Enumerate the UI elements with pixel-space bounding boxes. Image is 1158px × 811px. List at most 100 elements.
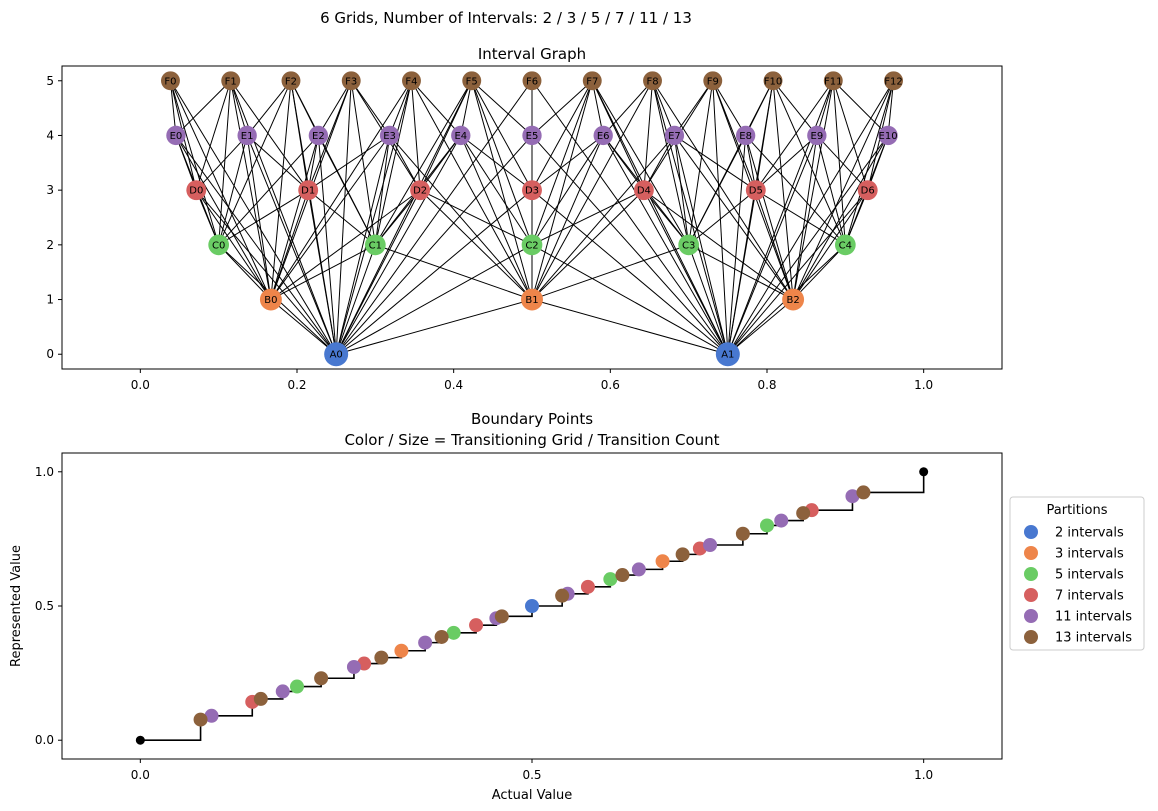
graph-node-marker xyxy=(782,288,805,311)
graph-node-marker xyxy=(410,180,431,201)
graph-edge-B0-E2 xyxy=(270,135,319,300)
graph-edge-B2-E9 xyxy=(792,135,818,300)
graph-edge-B0-E0 xyxy=(175,135,272,300)
x-tick-0.0: 0.0 xyxy=(131,759,150,782)
boundary-point xyxy=(856,485,871,500)
graph-node-E3: E3 xyxy=(379,125,400,146)
x-tick-1.0: 1.0 xyxy=(914,369,933,392)
graph-edge-D4-E7 xyxy=(643,135,675,191)
graph-node-marker xyxy=(735,125,756,146)
graph-edge-A1-E5 xyxy=(531,135,729,355)
graph-edge-C0-F1 xyxy=(218,80,232,245)
graph-edge-B1-F5 xyxy=(471,80,533,300)
graph-edge-B1-D2 xyxy=(419,189,533,300)
graph-edge-B0-C1 xyxy=(270,244,376,300)
graph-edge-D1-E1 xyxy=(246,135,309,191)
graph-edge-B1-C1 xyxy=(375,244,533,301)
graph-edge-E7-F8 xyxy=(652,80,675,136)
legend-label: 5 intervals xyxy=(1055,568,1124,583)
graph-node-F5: F5 xyxy=(462,71,482,91)
legend: Partitions 2 intervals 3 intervals 5 inter… xyxy=(1009,496,1145,651)
y-tick-0: 0 xyxy=(46,347,62,361)
graph-edge-D3-F7 xyxy=(531,80,593,191)
graph-edge-C0-D1 xyxy=(218,189,309,246)
graph-edge-A0-C2 xyxy=(335,244,533,355)
graph-node-label: F4 xyxy=(405,76,417,87)
graph-node-marker xyxy=(451,125,471,146)
graph-edge-E9-F10 xyxy=(772,80,818,136)
graph-edge-A0-C1 xyxy=(335,244,376,355)
graph-edge-C2-E6 xyxy=(531,135,604,246)
graph-edge-B0-E1 xyxy=(246,135,272,300)
graph-edge-D3-E4 xyxy=(460,135,533,191)
graph-node-F12: F12 xyxy=(884,71,903,91)
graph-node-marker xyxy=(237,125,257,146)
graph-edge-D1-E3 xyxy=(307,135,390,191)
graph-node-F9: F9 xyxy=(703,71,723,91)
graph-edge-E5-F5 xyxy=(471,80,533,136)
graph-node-marker xyxy=(643,71,662,91)
boundary-point xyxy=(615,568,630,583)
graph-edge-B2-C3 xyxy=(688,244,794,300)
graph-node-label: F11 xyxy=(824,76,842,87)
graph-node-F8: F8 xyxy=(643,71,662,91)
graph-edge-C3-D5 xyxy=(688,189,757,246)
graph-node-label: A0 xyxy=(330,350,343,361)
legend-marker xyxy=(1024,630,1038,644)
graph-node-E7: E7 xyxy=(664,125,685,146)
graph-edge-D4-F7 xyxy=(591,80,645,191)
legend-item-11-intervals: 11 intervals xyxy=(1024,609,1132,625)
graph-node-label: C2 xyxy=(525,240,538,251)
graph-edge-B0-F0 xyxy=(170,80,272,300)
graph-edge-B0-F2 xyxy=(270,80,292,300)
graph-edge-A0-E5 xyxy=(335,135,533,355)
graph-edge-E2-F2 xyxy=(290,80,319,136)
legend-label: 3 intervals xyxy=(1055,547,1124,562)
graph-node-marker xyxy=(715,342,740,367)
graph-node-marker xyxy=(703,71,723,91)
graph-node-A1: A1 xyxy=(715,342,740,367)
graph-edge-E0-F1 xyxy=(175,80,232,136)
graph-node-F3: F3 xyxy=(341,71,361,91)
y-tick-0.5: 0.5 xyxy=(35,599,62,613)
graph-edge-E1-F2 xyxy=(246,80,292,136)
graph-node-D4: D4 xyxy=(633,180,654,201)
graph-edge-D2-F5 xyxy=(419,80,473,191)
graph-node-label: E5 xyxy=(526,131,539,142)
x-tick-0.8: 0.8 xyxy=(757,369,777,392)
graph-edge-A0-E1 xyxy=(246,135,337,355)
x-tick-1.0: 1.0 xyxy=(914,759,933,782)
graph-node-C2: C2 xyxy=(521,234,543,256)
graph-edge-D6-F11 xyxy=(832,80,869,191)
graph-edge-E8-F9 xyxy=(712,80,747,136)
graph-edge-C1-D1 xyxy=(307,189,376,246)
graph-node-label: E1 xyxy=(241,131,254,142)
legend-marker xyxy=(1024,588,1038,602)
y-tick-label: 1.0 xyxy=(35,465,54,479)
graph-edge-B1-E7 xyxy=(531,135,675,300)
graph-node-label: E2 xyxy=(312,131,325,142)
interval-graph-panel: Interval Graph A0 A1 B0 B1 B2 C0 C1 C2 C3 C4 D0 D1 D… xyxy=(46,45,1003,392)
graph-node-marker xyxy=(678,234,700,256)
graph-edge-B2-F11 xyxy=(792,80,834,300)
graph-edge-C2-D4 xyxy=(531,189,645,246)
y-tick-label: 2 xyxy=(46,238,54,252)
graph-edge-D2-E3 xyxy=(389,135,421,191)
graph-edge-D0-E1 xyxy=(195,135,248,191)
boundary-point xyxy=(253,691,268,706)
graph-node-marker xyxy=(281,71,301,91)
graph-edge-B2-F12 xyxy=(792,80,894,300)
graph-node-label: C4 xyxy=(839,240,852,251)
boundary-point xyxy=(494,609,509,624)
legend-item-7-intervals: 7 intervals xyxy=(1024,588,1124,604)
graph-node-label: F0 xyxy=(164,76,176,87)
graph-edge-C3-F8 xyxy=(652,80,690,245)
graph-node-E10: E10 xyxy=(878,125,898,146)
graph-node-B2: B2 xyxy=(782,288,805,311)
x-tick-label: 1.0 xyxy=(914,768,933,782)
legend-label: 2 intervals xyxy=(1055,526,1124,541)
graph-edge-D1-F3 xyxy=(307,80,352,191)
graph-node-marker xyxy=(633,180,654,201)
graph-node-label: D4 xyxy=(637,186,651,197)
